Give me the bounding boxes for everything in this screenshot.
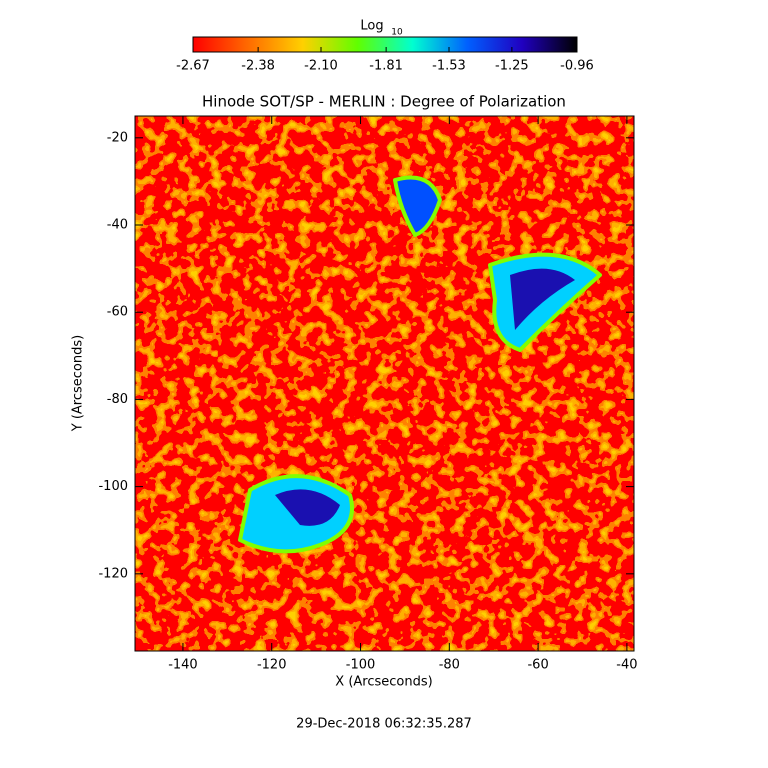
colorbar-tick-label: -0.96 [560, 59, 594, 74]
plot-frame [134, 115, 635, 652]
colorbar-label-subscript: 10 [391, 28, 403, 38]
colorbar-tick-label: -2.67 [176, 59, 210, 74]
date: 29-Dec-2018 06:32:35.287 [296, 717, 472, 732]
x-axis-label: X (Arcseconds) [335, 675, 432, 690]
colorbar-tick-label: -2.38 [241, 59, 275, 74]
y-tick-label: -100 [98, 479, 128, 494]
x-tick-label: -120 [257, 658, 287, 673]
blob [275, 489, 340, 526]
chart-title: Hinode SOT/SP - MERLIN : Degree of Polar… [202, 93, 566, 111]
colorbar-tick-label: -2.10 [304, 59, 338, 74]
y-axis-label: Y (Arcseconds) [71, 335, 86, 432]
y-tick-label: -20 [107, 130, 128, 145]
x-tick-label: -40 [616, 658, 637, 673]
blobs [238, 175, 602, 554]
colorbar-tick-label: -1.81 [369, 59, 403, 74]
colorbar-tick-label: -1.53 [432, 59, 466, 74]
x-tick-label: -100 [346, 658, 376, 673]
colorbar-tick-label: -1.25 [495, 59, 529, 74]
y-tick-label: -40 [107, 218, 128, 233]
x-tick-label: -60 [527, 658, 548, 673]
colorbar [192, 36, 578, 53]
blob [393, 175, 442, 237]
x-tick-label: -140 [168, 658, 198, 673]
heatmap-image [135, 116, 634, 651]
colorbar-label: Log [360, 19, 383, 34]
y-tick-label: -120 [98, 566, 128, 581]
y-tick-label: -60 [107, 305, 128, 320]
x-tick-label: -80 [439, 658, 460, 673]
blob [510, 268, 575, 330]
y-tick-label: -80 [107, 392, 128, 407]
